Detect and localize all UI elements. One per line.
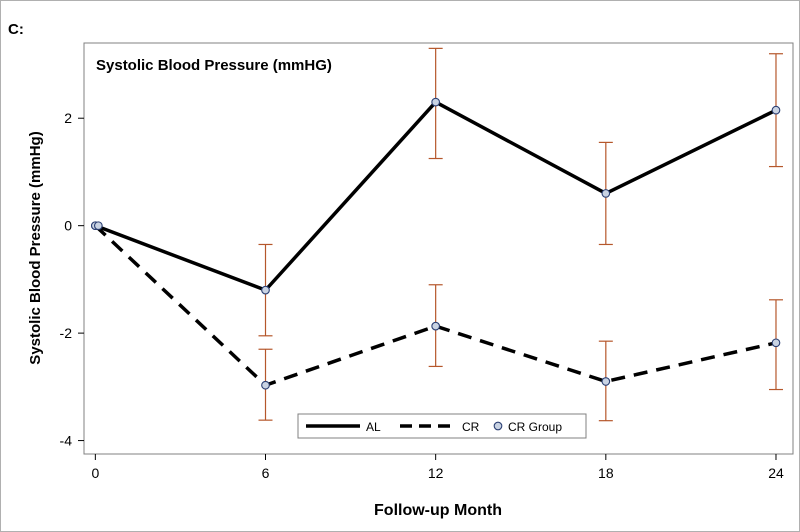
data-point-AL-24 bbox=[771, 105, 781, 115]
data-point-CR-6 bbox=[261, 380, 270, 390]
legend-label-CR-Group: CR Group bbox=[508, 420, 562, 434]
x-tick-label-18: 18 bbox=[598, 465, 614, 481]
data-point-CR-24 bbox=[771, 338, 781, 348]
data-point-AL-6 bbox=[261, 285, 270, 295]
axes: 0 6 12 18 24 -4 -2 0 2 bbox=[60, 110, 784, 481]
legend: AL CR CR Group bbox=[297, 413, 587, 439]
x-tick-label-6: 6 bbox=[262, 465, 270, 481]
series-line-CR bbox=[94, 224, 777, 387]
data-point-AL-18 bbox=[601, 189, 611, 198]
x-axis-label: Follow-up Month bbox=[374, 502, 502, 519]
data-point-AL-12 bbox=[431, 97, 441, 107]
markers bbox=[90, 97, 781, 390]
y-axis-label: Systolic Blood Pressure (mmHg) bbox=[27, 131, 44, 364]
y-tick-label--2: -2 bbox=[60, 325, 73, 341]
plot-frame bbox=[83, 42, 794, 455]
panel-label: C: bbox=[8, 21, 24, 38]
x-tick-label-0: 0 bbox=[91, 465, 99, 481]
legend-swatch-CR-Group bbox=[493, 421, 503, 431]
y-tick-label--4: -4 bbox=[60, 433, 73, 449]
legend-label-CR: CR bbox=[462, 420, 480, 434]
y-tick-label-0: 0 bbox=[64, 218, 72, 234]
x-tick-label-12: 12 bbox=[428, 465, 444, 481]
data-point-CR-18 bbox=[601, 377, 611, 386]
x-tick-label-24: 24 bbox=[768, 465, 784, 481]
chart-title: Systolic Blood Pressure (mmHG) bbox=[96, 57, 332, 74]
y-tick-label-2: 2 bbox=[64, 110, 72, 126]
data-point-CR-12 bbox=[431, 321, 441, 331]
data-point-origin-duplicate bbox=[93, 221, 103, 231]
legend-label-AL: AL bbox=[366, 420, 381, 434]
